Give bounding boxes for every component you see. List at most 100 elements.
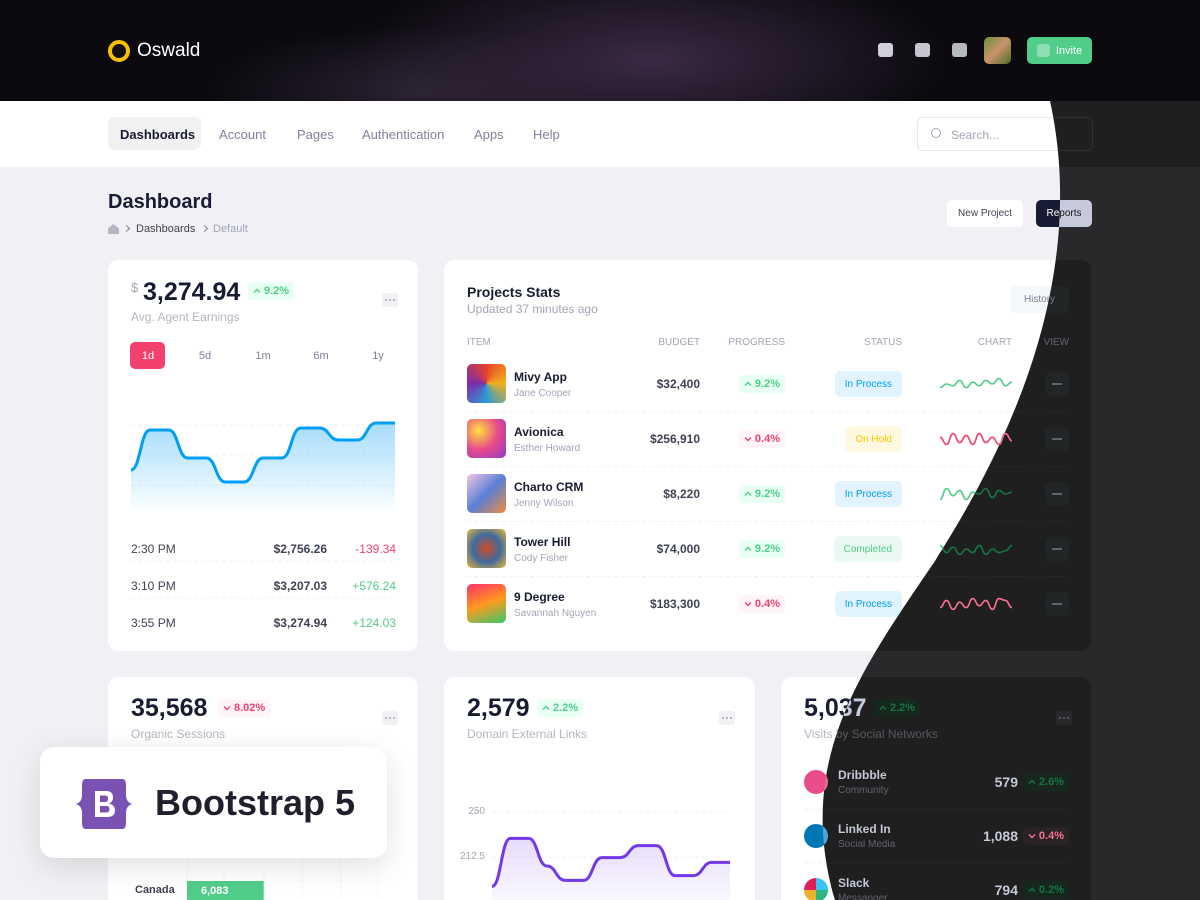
menu-button[interactable]: [719, 711, 735, 725]
badge-text: 9.2%: [264, 285, 290, 297]
trend-arrow: [542, 705, 550, 710]
arrow: [744, 546, 752, 551]
project-image: [467, 474, 506, 513]
dot: [385, 717, 387, 719]
card-label: Domain External Links: [467, 727, 588, 741]
sparkline: [939, 432, 1013, 446]
sparkline: [939, 377, 1013, 389]
change-badge: 9.2%: [738, 485, 785, 503]
badge-text: 0.4%: [754, 433, 780, 445]
nav-item: Apps: [474, 127, 504, 142]
period: 1m: [255, 350, 271, 362]
bar: [187, 881, 264, 900]
card-subtitle: Updated 37 minutes ago: [467, 302, 598, 316]
arrow: [542, 705, 550, 710]
search-box[interactable]: Search...: [917, 117, 1093, 151]
project-owner: Esther Howard: [514, 443, 581, 454]
button-label: History: [1023, 294, 1056, 305]
project-owner: Jane Cooper: [514, 388, 572, 399]
status-badge: In Process: [834, 481, 902, 507]
change-badge: 9.2%: [738, 375, 785, 393]
dot: [389, 717, 391, 719]
time: 2:30 PM: [131, 542, 176, 556]
social-icon: [804, 770, 828, 794]
dot: [389, 299, 391, 301]
period: 1d: [141, 350, 155, 362]
breadcrumb: Default: [213, 223, 248, 235]
time: 3:55 PM: [131, 616, 176, 630]
invite-button[interactable]: Invite: [1027, 37, 1092, 64]
bootstrap-badge: Bootstrap 5: [40, 747, 387, 858]
status-label: In Process: [844, 378, 892, 390]
arrow: [744, 602, 752, 607]
project-name: 9 Degree: [514, 590, 565, 604]
trend-arrow: [223, 706, 231, 711]
project-image: [467, 419, 506, 458]
status-badge: In Process: [834, 591, 902, 617]
trend-arrow: [744, 602, 752, 607]
change: +124.03: [352, 616, 396, 630]
card-label: Organic Sessions: [131, 727, 226, 741]
budget: $8,220: [663, 487, 700, 501]
menu-button[interactable]: [382, 293, 398, 307]
brand: Oswald: [137, 40, 201, 61]
period: 6m: [313, 350, 329, 362]
trend-arrow: [744, 491, 752, 496]
menu-button[interactable]: [382, 711, 398, 725]
period-active[interactable]: [130, 342, 165, 369]
arrow: [744, 381, 752, 386]
line: [491, 836, 730, 888]
column-header: BUDGET: [658, 337, 700, 348]
amount: $3,274.94: [273, 616, 327, 630]
status-badge: On Hold: [845, 426, 902, 452]
project-name: Mivy App: [514, 370, 567, 384]
logo: [108, 40, 130, 62]
search-placeholder: Search...: [951, 128, 1000, 142]
badge-text: 2.2%: [553, 702, 579, 714]
arrow: [253, 288, 261, 293]
header-icon[interactable]: [952, 43, 967, 57]
change: -139.34: [355, 542, 396, 556]
column-header: PROGRESS: [728, 337, 785, 348]
line: [130, 421, 395, 484]
amount: $3,207.03: [273, 579, 327, 593]
status-label: On Hold: [855, 433, 892, 445]
badge-text: 0.4%: [754, 598, 780, 610]
time: 3:10 PM: [131, 579, 176, 593]
logo-letter: [95, 791, 115, 817]
period: 1y: [372, 350, 384, 362]
project-image: [467, 584, 506, 623]
status-label: In Process: [844, 598, 892, 610]
change-badge: 0.4%: [738, 430, 785, 448]
invite-label: Invite: [1055, 44, 1083, 57]
column-header: ITEM: [467, 337, 491, 348]
area: [131, 423, 395, 510]
header-icon[interactable]: [915, 43, 930, 57]
breadcrumb: Dashboards: [136, 223, 196, 235]
project-owner: Cody Fisher: [514, 553, 568, 564]
budget: $256,910: [649, 432, 700, 446]
dot: [385, 299, 387, 301]
home-icon: [108, 224, 119, 234]
budget: $74,000: [656, 542, 700, 556]
dot: [393, 299, 395, 301]
change-badge: 9.2%: [248, 282, 295, 300]
trend-arrow: [253, 288, 261, 293]
card-title: Projects Stats: [467, 284, 561, 300]
project-name: Avionica: [514, 425, 564, 439]
bar-value: 6,083: [201, 885, 229, 897]
change-badge: 9.2%: [738, 540, 785, 558]
y-tick-label: 212.5: [459, 851, 485, 862]
nav-active: [108, 117, 201, 150]
change: +576.24: [352, 579, 396, 593]
header-icon[interactable]: [878, 43, 893, 57]
button[interactable]: New Project: [947, 200, 1023, 227]
amount: 3,274.94: [143, 278, 241, 306]
status-label: In Process: [844, 488, 892, 500]
status-label: Completed: [843, 543, 892, 555]
status-badge: Completed: [833, 536, 902, 562]
dot: [726, 717, 728, 719]
avatar[interactable]: [984, 37, 1011, 64]
project-image: [467, 364, 506, 403]
page-title: Dashboard: [108, 191, 213, 213]
